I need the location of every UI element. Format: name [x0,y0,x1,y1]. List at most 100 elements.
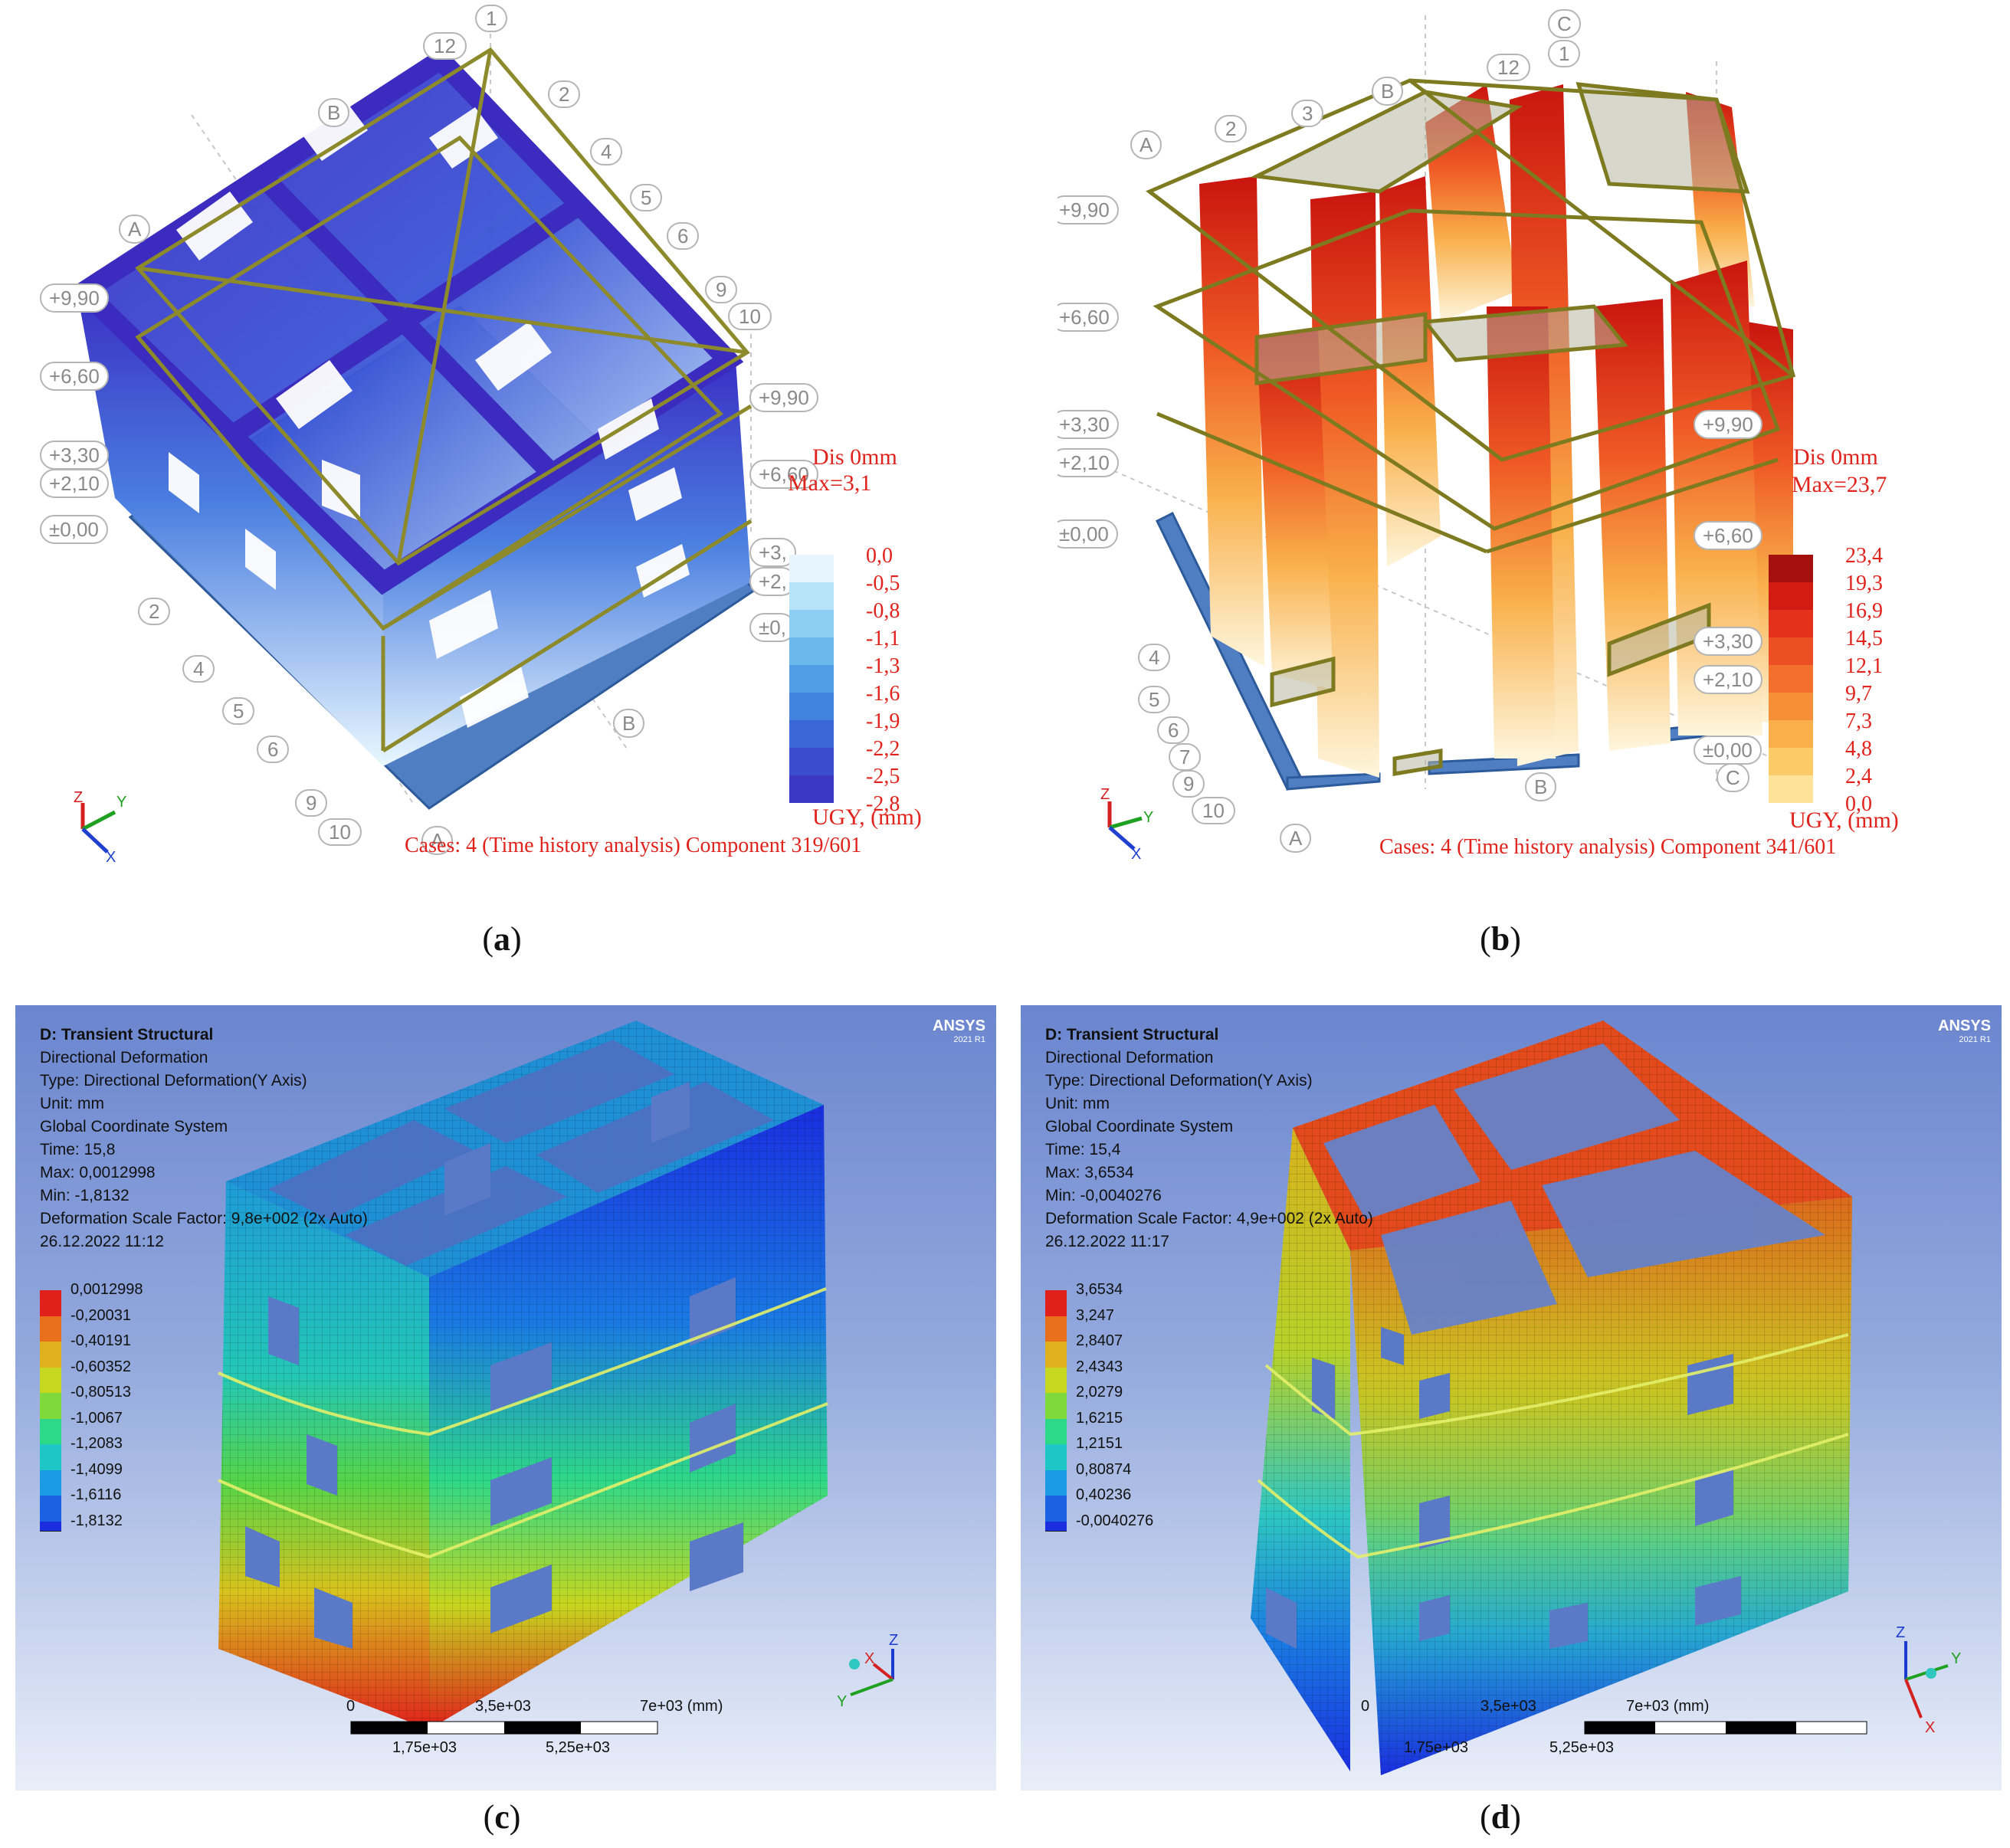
info-line: Unit: mm [40,1095,104,1112]
panel-c-axis-triad [849,1649,894,1696]
legend-swatch [789,748,834,775]
grid-tag: 1 [1548,40,1581,67]
legend-swatch [40,1418,61,1445]
grid-tag: 9 [705,276,738,303]
grid-letter-tag: B [1372,77,1404,106]
panel-d-info-block: D: Transient Structural Directional Defo… [1045,1024,1373,1253]
caption-a: (a) [482,920,522,958]
grid-tag: 2 [1215,115,1248,143]
legend-swatch [1045,1521,1067,1532]
grid-tag: 5 [222,697,255,725]
dis-label: Dis 0mm [812,444,897,470]
grid-tag: 6 [257,736,290,763]
scale-q1: 1,75e+03 [392,1739,457,1756]
grid-letter-tag: C [1548,9,1581,38]
panel-a-model-view [68,15,757,854]
legend-label: 3,247 [1076,1306,1115,1324]
grid-tag: 3 [1291,100,1324,127]
legend-label: 0,40236 [1076,1486,1132,1503]
caption-d: (d) [1480,1798,1521,1836]
legend-label: -0,5 [866,572,900,595]
legend-swatch [1769,693,1813,720]
info-line: Max: 0,0012998 [40,1164,156,1181]
legend-swatch [1045,1367,1067,1394]
legend-swatch [1769,582,1813,610]
level-tag: +2,10 [1694,665,1762,694]
legend-swatch [789,555,834,582]
level-tag: +3, [749,538,796,567]
panel-c-ansys-directional-deformation: D: Transient Structural Directional Defo… [15,1005,996,1791]
ansys-logo: ANSYS 2021 R1 [933,1017,985,1044]
axis-y-label: Y [116,794,127,811]
legend-label: 14,5 [1845,627,1883,650]
logo-text: ANSYS [933,1017,985,1034]
level-tag: +2, [749,567,796,596]
info-line: Time: 15,8 [40,1141,116,1158]
legend-label: 2,8407 [1076,1332,1123,1349]
info-line: Global Coordinate System [40,1118,228,1135]
panel-a-uy-displacement-blue: 1 12 B A 2 4 5 6 9 10 2 4 5 6 9 10 B A +… [0,0,943,881]
panel-a-axis-triad [80,803,116,854]
caption-c: (c) [483,1798,521,1836]
grid-tag: 6 [667,222,700,250]
level-tag: +9,90 [40,283,109,313]
legend-swatch [1045,1290,1067,1317]
ansys-logo: ANSYS 2021 R1 [1938,1017,1991,1044]
grid-tag: 9 [1172,770,1205,798]
legend-swatch [1769,555,1813,582]
legend-swatch [789,693,834,720]
legend-label: 4,8 [1845,737,1872,761]
info-line: Type: Directional Deformation(Y Axis) [1045,1072,1313,1089]
info-line: Max: 3,6534 [1045,1164,1134,1181]
panel-c-scale-bar [350,1721,658,1735]
legend-label: -0,60352 [70,1358,131,1375]
grid-letter-tag: B [1525,772,1557,801]
level-tag: ±0,00 [40,515,108,544]
legend-swatch [1769,610,1813,637]
grid-tag: 4 [182,655,215,683]
grid-tag: 10 [318,818,362,846]
legend-label: 2,4 [1845,765,1872,788]
cases-label: Cases: 4 (Time history analysis) Compone… [405,834,862,857]
legend-label: 2,0279 [1076,1384,1123,1401]
legend-swatch [1769,637,1813,665]
legend-swatch [40,1290,61,1317]
panel-d-ansys-directional-deformation: D: Transient Structural Directional Defo… [1021,1005,2002,1791]
logo-text: ANSYS [1938,1017,1991,1034]
legend-label: -0,40191 [70,1332,131,1349]
level-tag: +6,60 [1057,303,1119,332]
level-tag: ±0,00 [1694,736,1762,765]
info-line: 26.12.2022 11:12 [40,1233,164,1250]
panel-d-axis-triad [1904,1641,1949,1719]
info-line: Directional Deformation [40,1049,208,1067]
panel-b-model-view [1087,15,1809,850]
caption-b: (b) [1480,920,1521,958]
level-tag: +3,30 [1694,627,1762,656]
legend-swatch [1045,1496,1067,1522]
legend-label: 0,0 [1845,792,1872,816]
grid-letter-tag: A [119,215,151,244]
legend-swatch [40,1393,61,1420]
grid-letter-tag: B [318,98,350,127]
legend-label: -2,5 [866,765,900,788]
axis-y-label: Y [1143,809,1154,826]
level-tag: +3,30 [1057,410,1119,439]
grid-tag: 2 [138,598,171,625]
level-tag: ±0,00 [1057,519,1118,549]
grid-tag: 4 [590,138,623,165]
scale-mid: 3,5e+03 [1480,1698,1536,1715]
legend-swatch [789,610,834,637]
grid-letter-tag: C [1717,763,1749,792]
dis-label: Dis 0mm [1793,444,1878,470]
panel-b-axis-triad [1107,801,1143,850]
unit-label: UGY, (mm) [812,804,922,830]
panel-d-scale-bar [1584,1721,1867,1735]
legend-swatch [789,665,834,693]
legend-label: 16,9 [1845,599,1883,623]
grid-letter-tag: B [613,709,645,738]
legend-label: -0,0040276 [1076,1512,1154,1529]
scale-q1: 1,75e+03 [1404,1739,1468,1756]
legend-swatch [789,582,834,610]
legend-swatch [1045,1342,1067,1368]
info-line: Type: Directional Deformation(Y Axis) [40,1072,307,1089]
